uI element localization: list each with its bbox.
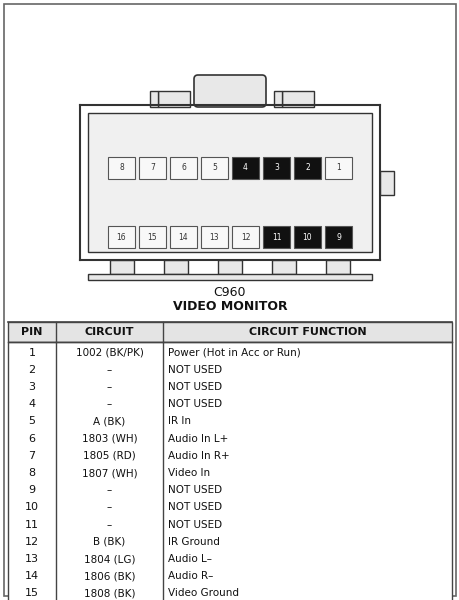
Text: –: – xyxy=(106,382,112,392)
Bar xyxy=(201,226,228,248)
Bar xyxy=(231,226,258,248)
Text: 7: 7 xyxy=(150,163,155,172)
Text: Audio In L+: Audio In L+ xyxy=(168,434,228,443)
Text: 10: 10 xyxy=(302,233,312,242)
Bar xyxy=(139,157,166,179)
Text: 6: 6 xyxy=(28,434,35,443)
Text: VIDEO MONITOR: VIDEO MONITOR xyxy=(172,299,287,313)
Bar xyxy=(231,157,258,179)
Text: NOT USED: NOT USED xyxy=(168,382,222,392)
Text: –: – xyxy=(106,502,112,512)
Text: 1804 (LG): 1804 (LG) xyxy=(84,554,135,564)
Text: 4: 4 xyxy=(28,399,35,409)
Text: 3: 3 xyxy=(274,163,278,172)
Bar xyxy=(139,226,166,248)
Bar xyxy=(201,157,228,179)
Text: NOT USED: NOT USED xyxy=(168,365,222,375)
Text: 1807 (WH): 1807 (WH) xyxy=(82,468,137,478)
Text: 12: 12 xyxy=(240,233,250,242)
Text: 6: 6 xyxy=(181,163,185,172)
Text: Audio R–: Audio R– xyxy=(168,571,213,581)
Bar xyxy=(78,103,381,262)
Bar xyxy=(164,260,188,274)
Bar xyxy=(150,91,157,107)
Bar xyxy=(170,157,196,179)
Text: 8: 8 xyxy=(119,163,123,172)
Text: 15: 15 xyxy=(147,233,157,242)
Text: 10: 10 xyxy=(25,502,39,512)
Text: –: – xyxy=(106,520,112,530)
Text: 8: 8 xyxy=(28,468,35,478)
Bar xyxy=(263,157,289,179)
Text: C960: C960 xyxy=(213,286,246,299)
Text: NOT USED: NOT USED xyxy=(168,485,222,495)
Bar xyxy=(263,226,289,248)
Text: 11: 11 xyxy=(271,233,280,242)
Text: 9: 9 xyxy=(336,233,340,242)
Text: Video In: Video In xyxy=(168,468,210,478)
Text: 7: 7 xyxy=(28,451,35,461)
Text: 1002 (BK/PK): 1002 (BK/PK) xyxy=(75,347,143,358)
Bar xyxy=(325,157,351,179)
Bar xyxy=(170,226,196,248)
Text: IR Ground: IR Ground xyxy=(168,537,219,547)
Bar xyxy=(108,226,134,248)
Text: 5: 5 xyxy=(28,416,35,427)
Bar xyxy=(218,260,241,274)
Text: 14: 14 xyxy=(178,233,188,242)
Text: 1: 1 xyxy=(28,347,35,358)
Bar xyxy=(157,91,190,107)
Text: 13: 13 xyxy=(25,554,39,564)
Text: 16: 16 xyxy=(117,233,126,242)
Bar xyxy=(379,171,393,195)
Text: Audio In R+: Audio In R+ xyxy=(168,451,229,461)
Bar xyxy=(293,157,320,179)
Bar xyxy=(274,91,281,107)
Text: 12: 12 xyxy=(25,537,39,547)
Bar xyxy=(8,342,451,600)
Text: 5: 5 xyxy=(212,163,217,172)
Text: 1803 (WH): 1803 (WH) xyxy=(82,434,137,443)
Text: Video Ground: Video Ground xyxy=(168,589,239,598)
Text: 14: 14 xyxy=(25,571,39,581)
Text: Power (Hot in Acc or Run): Power (Hot in Acc or Run) xyxy=(168,347,300,358)
Bar xyxy=(293,226,320,248)
Text: –: – xyxy=(106,365,112,375)
Text: 2: 2 xyxy=(304,163,309,172)
Text: 13: 13 xyxy=(209,233,219,242)
Text: –: – xyxy=(106,485,112,495)
Bar xyxy=(108,157,134,179)
Bar xyxy=(325,260,349,274)
Text: NOT USED: NOT USED xyxy=(168,520,222,530)
Bar xyxy=(271,260,295,274)
Text: B (BK): B (BK) xyxy=(93,537,125,547)
Text: 1805 (RD): 1805 (RD) xyxy=(83,451,135,461)
Text: PIN: PIN xyxy=(21,327,43,337)
Text: 9: 9 xyxy=(28,485,35,495)
Bar xyxy=(88,274,371,280)
Text: 1808 (BK): 1808 (BK) xyxy=(84,589,135,598)
Text: CIRCUIT: CIRCUIT xyxy=(84,327,134,337)
Text: 11: 11 xyxy=(25,520,39,530)
Bar xyxy=(281,91,313,107)
Text: 1: 1 xyxy=(336,163,340,172)
FancyBboxPatch shape xyxy=(194,75,265,107)
Bar xyxy=(88,113,371,252)
Text: 4: 4 xyxy=(242,163,247,172)
Text: IR In: IR In xyxy=(168,416,190,427)
Text: CIRCUIT FUNCTION: CIRCUIT FUNCTION xyxy=(248,327,365,337)
Text: NOT USED: NOT USED xyxy=(168,502,222,512)
Text: 3: 3 xyxy=(28,382,35,392)
Bar xyxy=(110,260,134,274)
Text: 1806 (BK): 1806 (BK) xyxy=(84,571,135,581)
Text: 2: 2 xyxy=(28,365,35,375)
Text: A (BK): A (BK) xyxy=(93,416,125,427)
Text: 15: 15 xyxy=(25,589,39,598)
Text: –: – xyxy=(106,399,112,409)
Bar xyxy=(8,322,451,342)
Text: NOT USED: NOT USED xyxy=(168,399,222,409)
Text: Audio L–: Audio L– xyxy=(168,554,212,564)
Bar xyxy=(325,226,351,248)
